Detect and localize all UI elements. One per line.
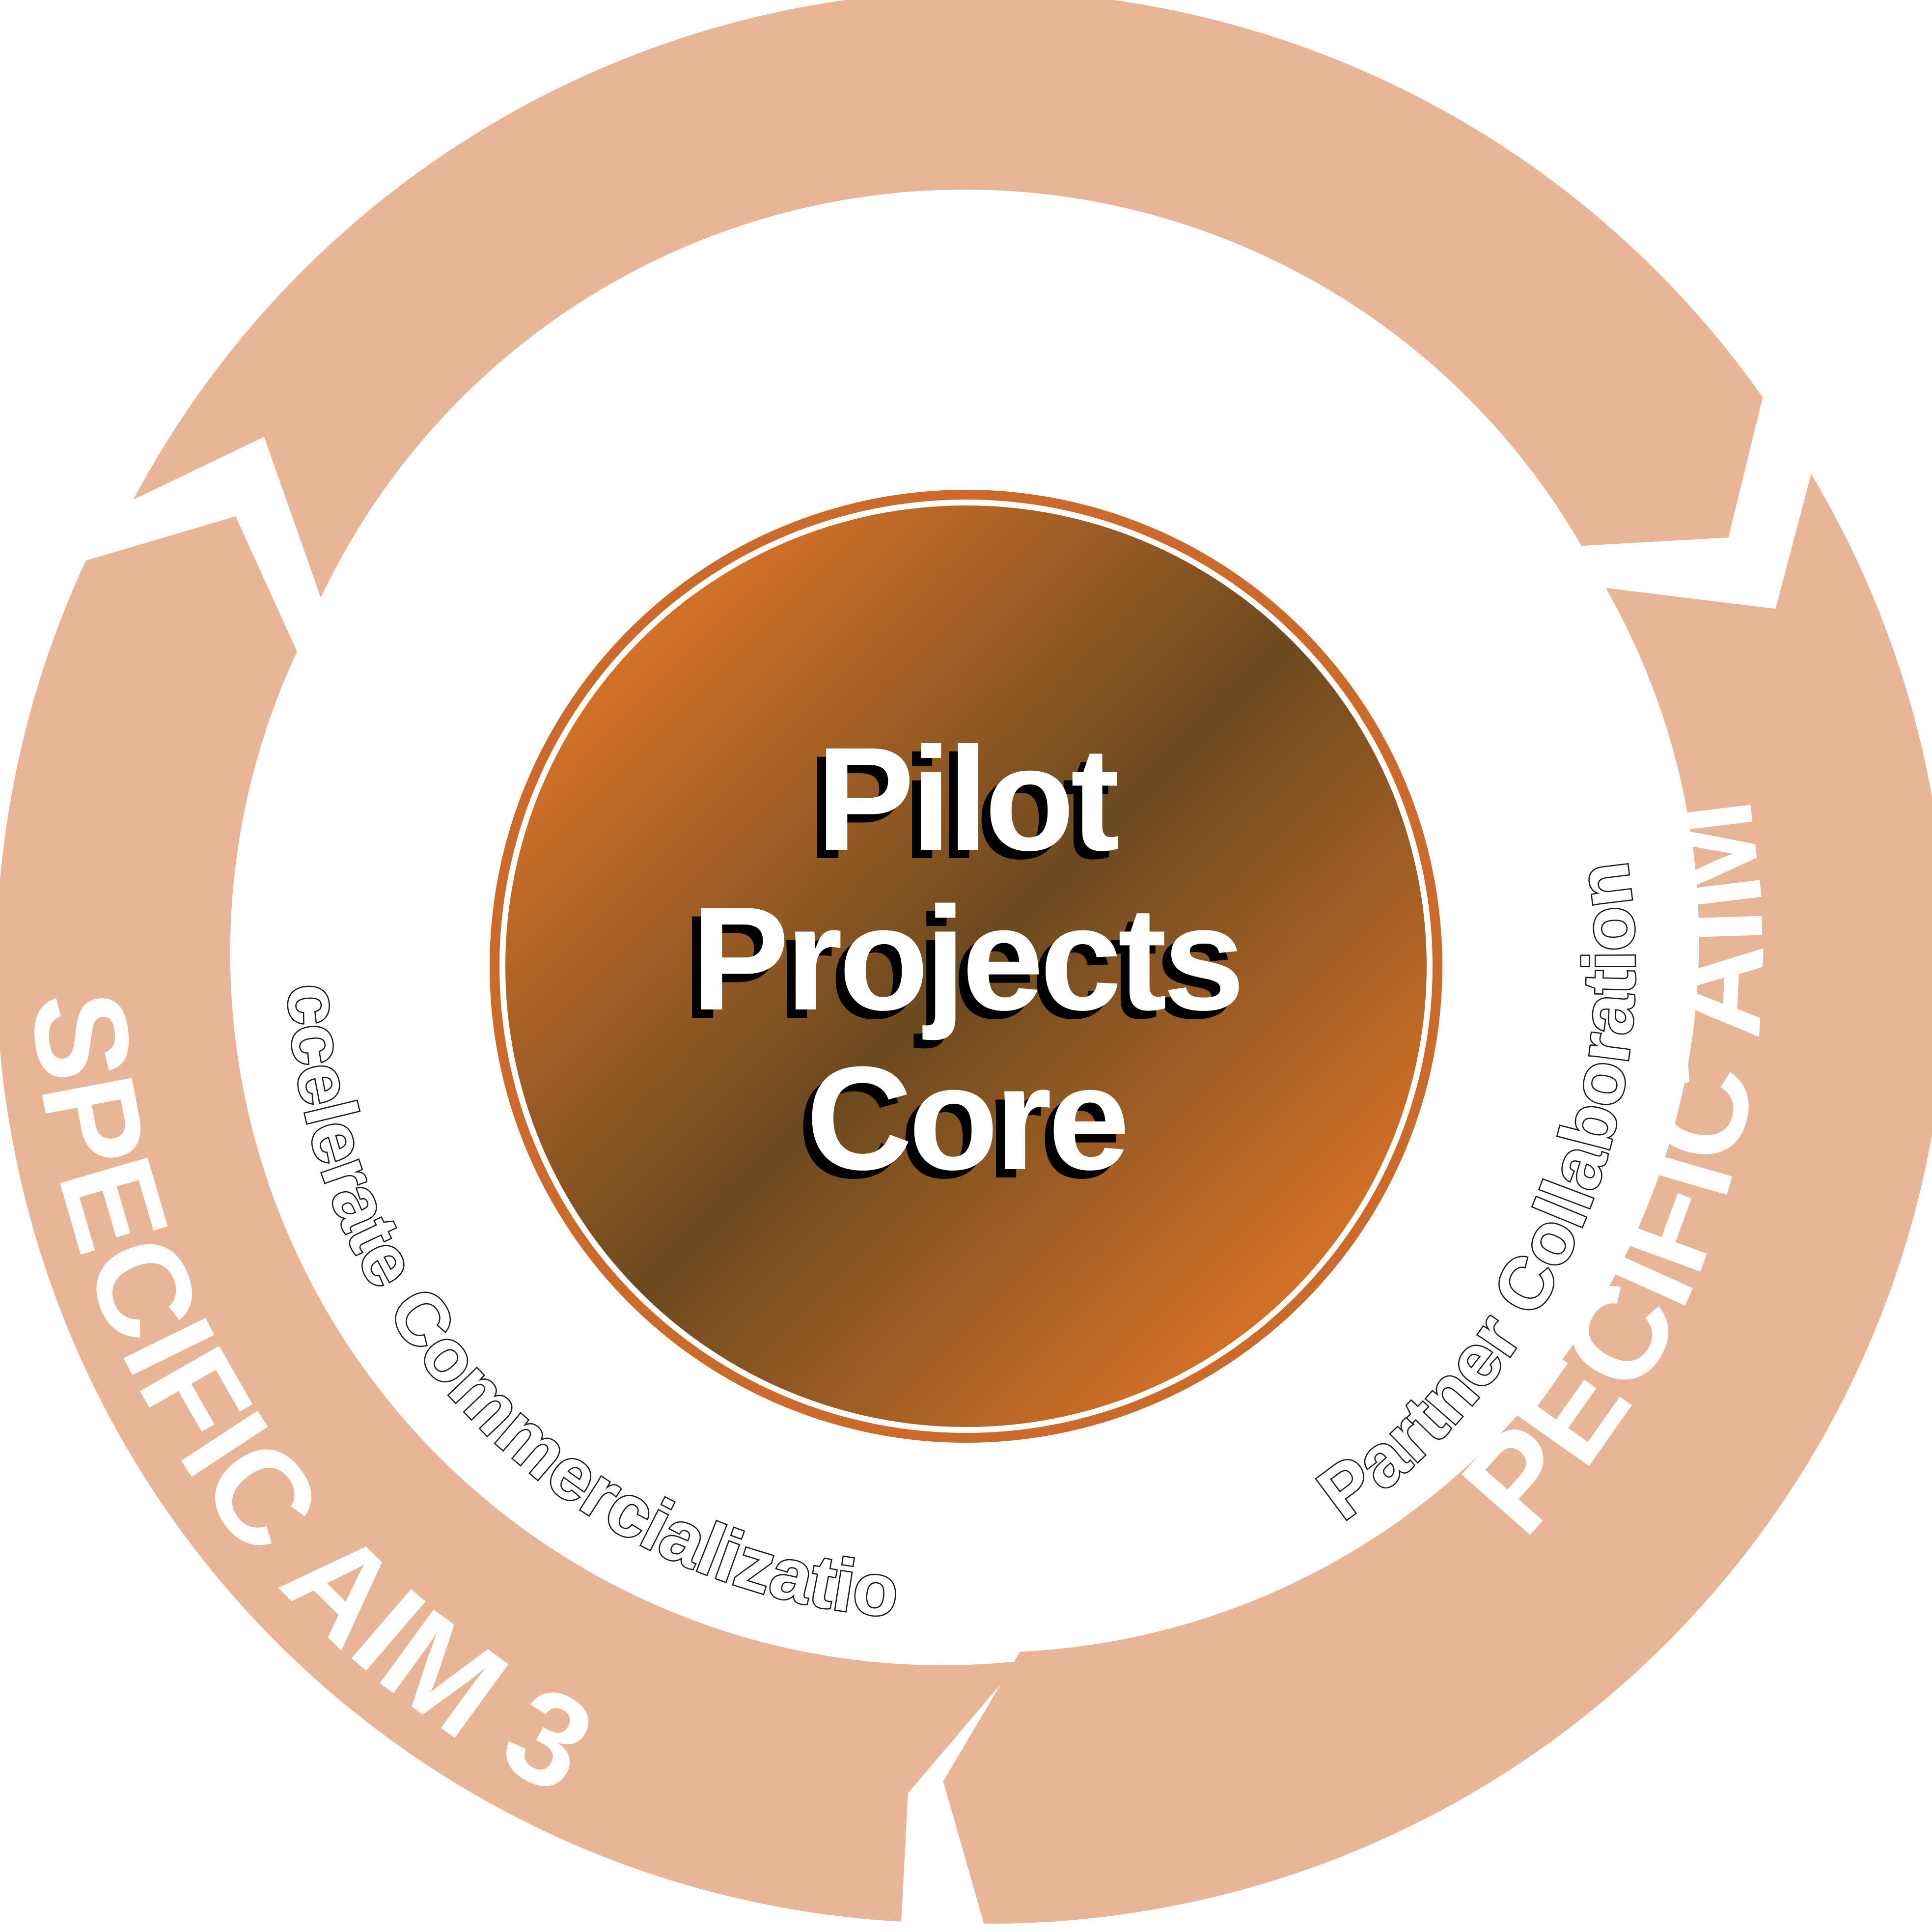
svg-text:Pilot: Pilot bbox=[807, 725, 1110, 890]
core-title-shadow: Pilot Projects Core bbox=[682, 725, 1236, 1209]
core-title-line-1: Pilot bbox=[816, 716, 1119, 881]
core-title-line-2: Projects bbox=[691, 876, 1241, 1042]
svg-text:Projects: Projects bbox=[682, 884, 1232, 1050]
core-circle bbox=[505, 505, 1427, 1427]
ring-segment-aim-2 bbox=[943, 474, 1932, 1924]
core-title-line-3: Core bbox=[806, 1036, 1126, 1201]
svg-text:Core: Core bbox=[797, 1044, 1117, 1209]
ring-segment-aim-1 bbox=[133, 0, 1763, 598]
core-title: Pilot Projects Core bbox=[691, 716, 1245, 1201]
ring-segment-aim-3 bbox=[0, 516, 1021, 1922]
